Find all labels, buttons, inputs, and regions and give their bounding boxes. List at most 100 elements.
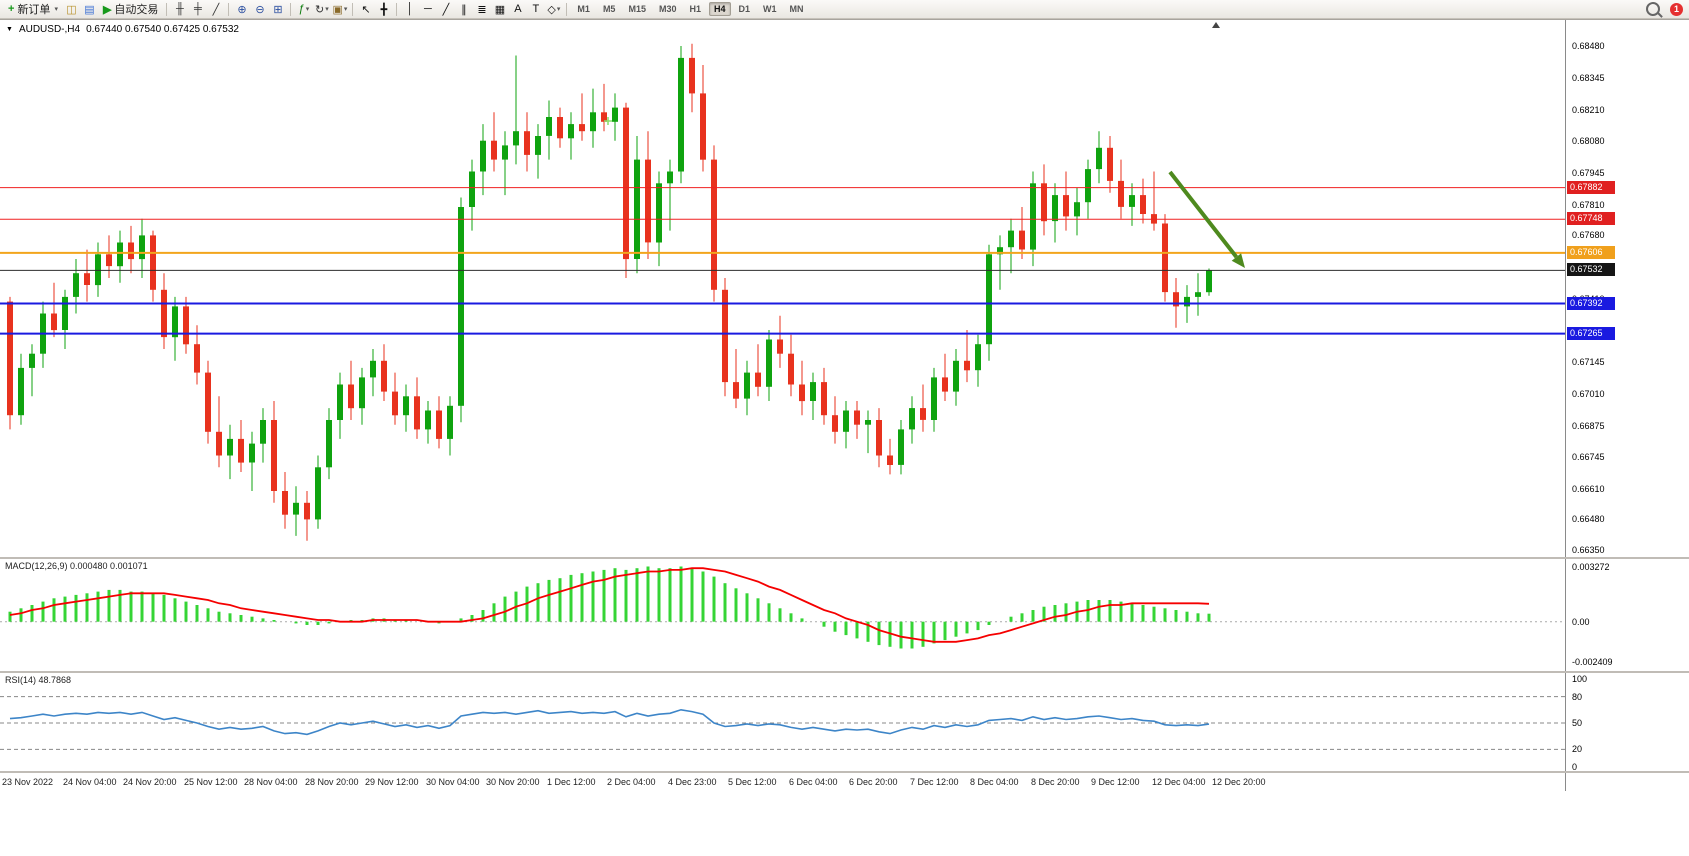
price-axis-label: 0.67680	[1572, 230, 1605, 240]
notification-badge[interactable]: 1	[1670, 2, 1683, 16]
splitter-macd[interactable]	[0, 557, 1689, 559]
timeframe-h4[interactable]: H4	[709, 2, 731, 16]
macd-label: MACD(12,26,9) 0.000480 0.001071	[5, 561, 148, 571]
price-tag: 0.67882	[1567, 181, 1615, 194]
price-axis-label: 0.67810	[1572, 200, 1605, 210]
time-axis-label: 12 Dec 04:00	[1152, 777, 1206, 787]
timeframe-w1[interactable]: W1	[763, 4, 777, 14]
price-tag: 0.67532	[1567, 263, 1615, 276]
rsi-axis-label: 50	[1572, 718, 1583, 728]
time-axis-label: 24 Nov 04:00	[63, 777, 117, 787]
macd-svg	[0, 566, 1565, 649]
time-axis-label: 9 Dec 12:00	[1091, 777, 1140, 787]
timeframe-h1[interactable]: H1	[689, 4, 701, 14]
caret-down-icon: ▾	[325, 6, 329, 13]
time-axis-label: 8 Dec 20:00	[1031, 777, 1080, 787]
price-axis[interactable]: 0.68480 0.68345 0.68210 0.68080 0.67945 0.678…	[1565, 20, 1689, 792]
price-axis-label: 0.68080	[1572, 136, 1605, 146]
periodicity-icon[interactable]: ↻ ▾	[315, 3, 329, 16]
cursor-icon[interactable]: ↖	[361, 3, 371, 16]
grid-icon[interactable]: ▦	[494, 3, 506, 16]
template-icon[interactable]: ▣ ▾	[332, 3, 348, 16]
price-axis-label: 0.66480	[1572, 514, 1605, 524]
caret-down-icon: ▾	[556, 6, 561, 13]
caret-down-icon: ▾	[54, 6, 58, 13]
auto-trading-button[interactable]: ▶ 自动交易	[99, 2, 162, 17]
time-axis-label: 24 Nov 20:00	[123, 777, 177, 787]
toolbar: + 新订单 ▾ ◫ ▤ ▶ 自动交易 ╫ ╪ ╱ ⊕ ⊖ ⊞ ƒ ▾ ↻ ▾ ▣ ▾ ↖ ╋ │ ─ ╱ ∥ ≣ ▦ A T ◇ ▾ M1 M5…	[0, 0, 1689, 19]
timeframe-m30[interactable]: M30	[658, 4, 677, 14]
profiles-icon[interactable]: ◫	[66, 3, 77, 16]
trend-line-icon[interactable]: ╱	[442, 3, 450, 16]
chart-window: ▼ AUDUSD-,H4 0.67440 0.67540 0.67425 0.6…	[0, 19, 1689, 792]
search-icon[interactable]	[1646, 2, 1660, 16]
horizontal-line-icon[interactable]: ─	[424, 3, 432, 15]
arrows-icon[interactable]: ◇ ▾	[547, 3, 561, 16]
price-axis-label: 0.68480	[1572, 41, 1605, 51]
time-axis[interactable]: 23 Nov 2022 24 Nov 04:00 24 Nov 20:00 25 No…	[0, 773, 1565, 792]
ohlc-bars-icon[interactable]: ╫	[176, 3, 184, 15]
vertical-line-icon[interactable]: │	[406, 3, 414, 15]
price-axis-label: 0.66610	[1572, 484, 1605, 494]
time-axis-label: 4 Dec 23:00	[668, 777, 717, 787]
price-axis-label: 0.66875	[1572, 421, 1605, 431]
price-tag: 0.67748	[1567, 212, 1615, 225]
chart-symbol: AUDUSD-,H4	[18, 24, 81, 35]
caret-down-icon: ▾	[305, 6, 310, 13]
text-icon[interactable]: A	[514, 3, 522, 15]
line-chart-icon[interactable]: ╱	[212, 3, 220, 16]
price-axis-label: 0.66745	[1572, 452, 1605, 462]
macd-panel[interactable]: MACD(12,26,9) 0.000480 0.001071	[0, 559, 1565, 671]
time-axis-label: 28 Nov 20:00	[305, 777, 359, 787]
timeframe-m15[interactable]: M15	[628, 4, 646, 14]
macd-axis-label: 0.00	[1572, 617, 1590, 627]
market-watch-icon[interactable]: ▤	[84, 3, 95, 16]
time-axis-label: 2 Dec 04:00	[607, 777, 656, 787]
channel-icon[interactable]: ∥	[461, 3, 467, 16]
rsi-panel[interactable]: RSI(14) 48.7868	[0, 673, 1565, 771]
price-tag: 0.67265	[1567, 327, 1615, 340]
time-axis-label: 7 Dec 12:00	[910, 777, 959, 787]
time-axis-label: 12 Dec 20:00	[1212, 777, 1266, 787]
candlestick-icon[interactable]: ╪	[194, 3, 202, 15]
rsi-svg	[0, 696, 1565, 750]
timeframe-d1[interactable]: D1	[738, 4, 751, 14]
time-axis-label: 8 Dec 04:00	[970, 777, 1019, 787]
splitter-rsi[interactable]	[0, 671, 1689, 673]
toolbar-separator	[166, 2, 168, 16]
price-axis-label: 0.68345	[1572, 73, 1605, 83]
chart-title: ▼ AUDUSD-,H4 0.67440 0.67540 0.67425 0.6…	[6, 24, 239, 35]
time-axis-label: 5 Dec 12:00	[728, 777, 777, 787]
indicators-icon[interactable]: ƒ ▾	[298, 3, 310, 15]
timeframe-m1[interactable]: M1	[577, 4, 590, 14]
price-axis-label: 0.68210	[1572, 105, 1605, 115]
macd-axis-label: 0.003272	[1572, 562, 1610, 572]
macd-axis-label: -0.002409	[1572, 657, 1613, 667]
caret-down-icon: ▾	[343, 6, 348, 13]
chart-menu-icon: ▼	[6, 26, 13, 33]
price-axis-label: 0.66350	[1572, 545, 1605, 555]
splitter-time	[0, 771, 1689, 773]
zoom-in-icon[interactable]: ⊕	[237, 3, 247, 16]
toolbar-separator	[290, 2, 292, 16]
price-axis-label: 0.67145	[1572, 357, 1605, 367]
rsi-canvas	[0, 673, 1565, 771]
toolbar-separator	[228, 2, 230, 16]
tile-windows-icon[interactable]: ⊞	[273, 3, 283, 16]
new-order-button[interactable]: + 新订单 ▾	[4, 2, 62, 17]
text-label-icon[interactable]: T	[532, 3, 540, 15]
toolbar-separator	[396, 2, 398, 16]
rsi-axis-label: 20	[1572, 744, 1583, 754]
time-axis-label: 1 Dec 12:00	[547, 777, 596, 787]
zoom-out-icon[interactable]: ⊖	[255, 3, 265, 16]
new-order-button-label: 新订单	[17, 4, 51, 16]
fibonacci-icon[interactable]: ≣	[477, 3, 487, 16]
main-chart[interactable]: ▼ AUDUSD-,H4 0.67440 0.67540 0.67425 0.6…	[0, 20, 1565, 557]
price-tag: 0.67392	[1567, 297, 1615, 310]
timeframe-m5[interactable]: M5	[602, 4, 616, 14]
auto-trading-button-label: 自动交易	[114, 4, 159, 16]
time-axis-label: 30 Nov 20:00	[486, 777, 540, 787]
crosshair-icon[interactable]: ╋	[380, 3, 388, 16]
timeframe-mn[interactable]: MN	[789, 4, 804, 14]
